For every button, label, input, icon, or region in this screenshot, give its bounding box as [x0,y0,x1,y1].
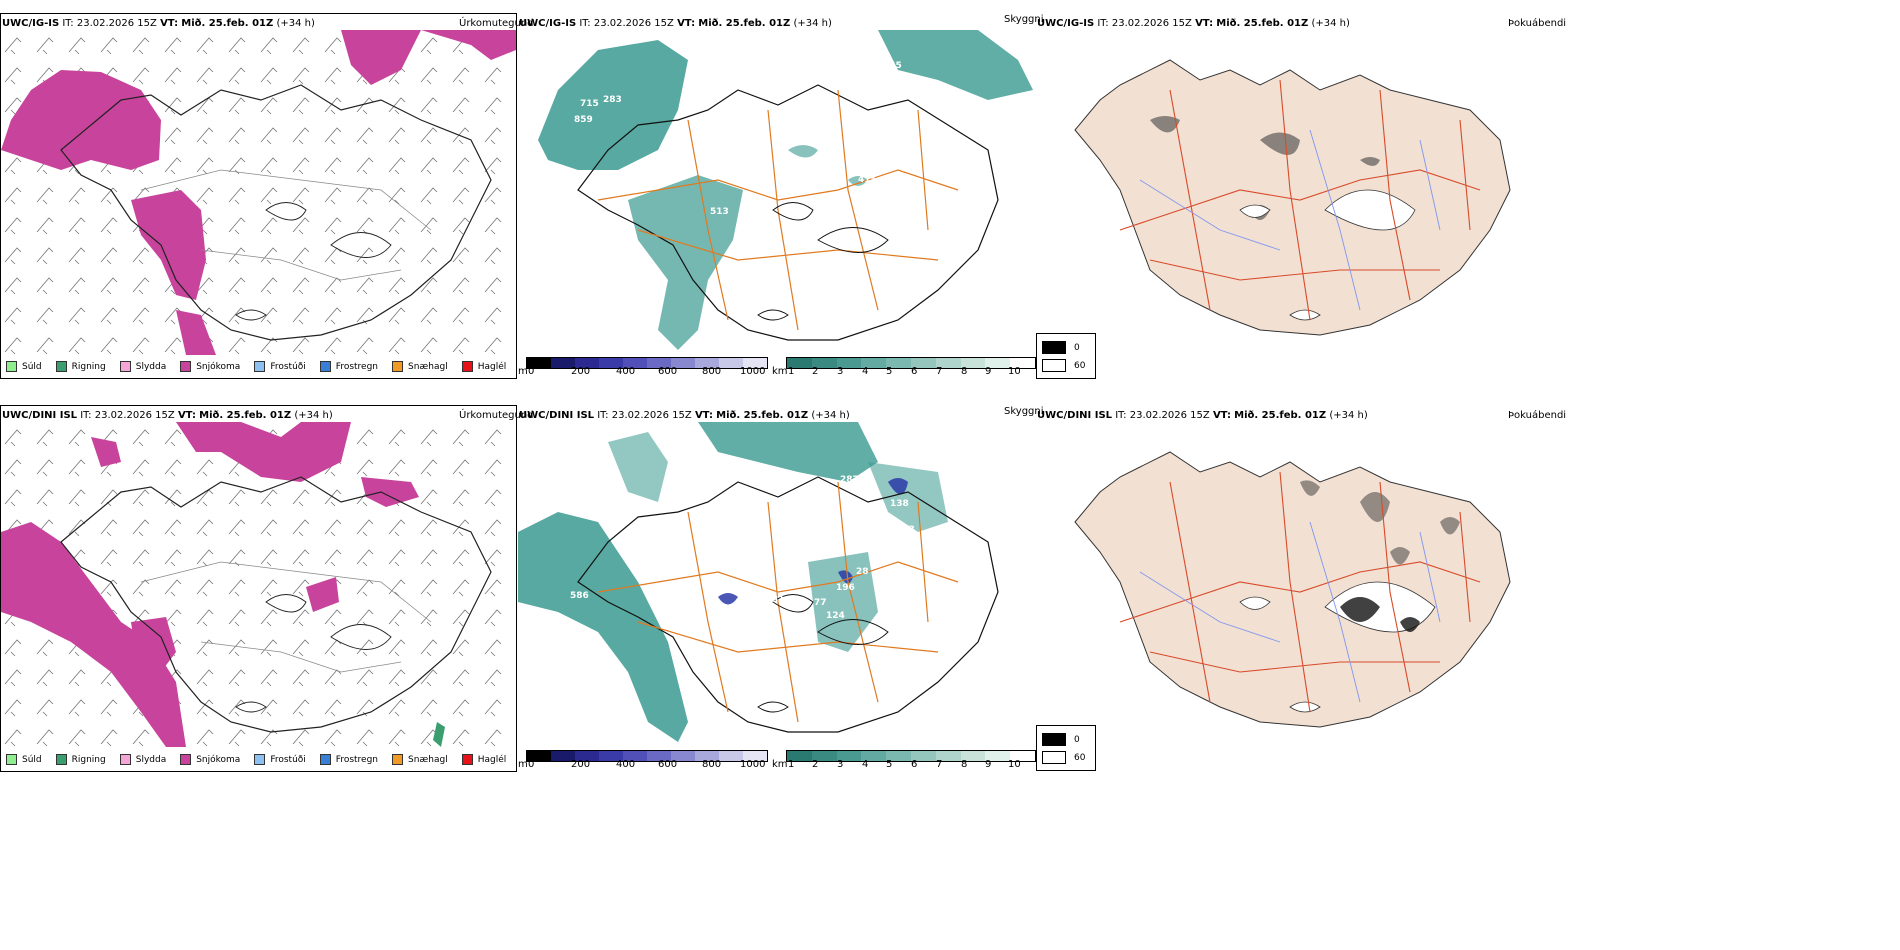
legend-item: Frostregn [319,754,378,765]
fog-key-row: 60 [1042,751,1085,764]
ceiling-scale-unit: m [518,366,528,377]
precip-map-2 [1,422,516,747]
snow-area [91,437,121,467]
fog-title-1: Þokuábendi [1508,18,1567,29]
visibility-colorbar-1 [786,357,1036,369]
fog-key-row: 0 [1042,733,1080,746]
vis-header-2: UWC/DINI ISL IT: 23.02.2026 15Z VT: Mið.… [519,410,850,421]
lead-time: (+34 h) [276,18,315,29]
legend-item: Haglél [461,361,506,372]
ceiling-label: 427 [848,503,867,513]
coastline [577,84,999,341]
model-name: UWC/IG-IS [2,18,60,29]
ceiling-label: 287 [840,475,859,485]
precip-panel-frame-2 [0,405,517,772]
precip-panel-frame-1 [0,13,517,379]
legend-item: Snjókoma [180,754,240,765]
precip-header-2: UWC/DINI ISL IT: 23.02.2026 15Z VT: Mið.… [2,410,333,421]
snow-area [421,30,516,60]
fog-title-2: Þokuábendi [1508,410,1567,421]
vis-title-2: Skyggni [1004,406,1044,417]
snow-area [176,422,351,482]
legend-item: Snjókoma [180,361,240,372]
snow-area [131,190,206,300]
vis-title-1: Skyggni [1004,14,1044,25]
ceiling-label: 124 [826,611,845,621]
fog-header-1: UWC/IG-IS IT: 23.02.2026 15Z VT: Mið. 25… [1037,18,1350,29]
ceiling-label: 393 [896,525,915,535]
precip-legend-1: Súld Rigning Slydda Snjókoma Frostúði Fr… [6,361,520,372]
legend-item: Rigning [55,361,106,372]
ceiling-label: 859 [574,115,593,125]
init-time: 23.02.2026 15Z [76,18,157,29]
vis-header-1: UWC/IG-IS IT: 23.02.2026 15Z VT: Mið. 25… [519,18,832,29]
ceiling-label: 513 [710,207,729,217]
legend-item: Snæhagl [392,361,448,372]
ceiling-label: 415 [858,175,877,185]
fog-key-row: 60 [1042,359,1085,372]
precip-title-2: Úrkomutegund [459,410,534,421]
ceiling-label: 1023 [788,158,813,168]
snow-area [1,70,161,170]
ceiling-label: 715 [580,99,599,109]
snow-area [306,577,339,612]
fog-map-2 [1074,451,1511,728]
legend-item: Haglél [461,754,506,765]
valid-time: Mið. 25.feb. 01Z [181,18,274,29]
legend-item: Slydda [119,361,166,372]
visibility-map-2: 287 180 741 427 138 393 196 124 77 31 58… [518,422,999,742]
precip-map-1 [1,30,516,355]
legend-item: Frostúði [254,754,306,765]
legend-item: Rigning [55,754,106,765]
ceiling-colorbar-1 [526,357,768,369]
legend-item: Slydda [119,754,166,765]
ceiling-label: 180 [814,490,833,500]
legend-item: Súld [6,361,42,372]
ceiling-label: 77 [814,598,827,608]
fog-header-2: UWC/DINI ISL IT: 23.02.2026 15Z VT: Mið.… [1037,410,1368,421]
iceland-land [1074,451,1511,728]
precip-header-1: UWC/IG-IS IT: 23.02.2026 15Z VT: Mið. 25… [2,18,315,29]
coastline [60,476,492,733]
fog-map-1 [1074,59,1511,336]
visibility-colorbar-2 [786,750,1036,762]
ceiling-label: 145 [883,61,902,71]
precip-title-1: Úrkomutegund [459,18,534,29]
fog-key-row: 0 [1042,341,1080,354]
legend-item: Frostregn [319,361,378,372]
snow-area [361,477,419,507]
ceiling-label: 28 [856,567,869,577]
coastline [60,84,492,341]
snow-area [176,310,216,355]
visibility-scale-unit: km [772,366,788,377]
legend-item: Snæhagl [392,754,448,765]
ceiling-label: 196 [836,583,855,593]
snow-area [341,30,421,85]
iceland-land [1074,59,1511,336]
snow-area [131,617,176,672]
legend-item: Frostúði [254,361,306,372]
legend-item: Súld [6,754,42,765]
ceiling-label: 31 [772,595,785,605]
snow-area [1,522,186,747]
precip-legend-2: Súld Rigning Slydda Snjókoma Frostúði Fr… [6,754,520,765]
ceiling-label: 586 [570,591,589,601]
ceiling-label: 741 [782,503,801,513]
ceiling-label: 283 [603,95,622,105]
ceiling-label: 138 [890,499,909,509]
ceiling-colorbar-2 [526,750,768,762]
coastline [577,476,999,733]
visibility-map-1: 715 283 859 145 1023 513 415 [538,30,1033,350]
